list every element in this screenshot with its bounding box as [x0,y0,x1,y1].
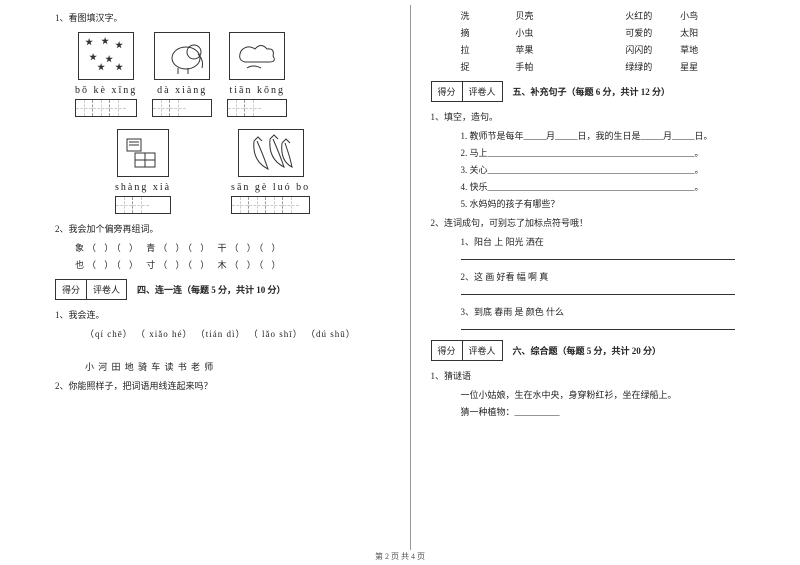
q1-title: 1、看图填汉字。 [55,11,390,24]
img-sky [229,32,285,80]
q2-title: 2、我会加个偏旁再组词。 [55,222,390,235]
fill-3[interactable]: 3. 关心___________________________________… [461,163,766,176]
page-footer: 第 2 页 共 4 页 [0,551,800,562]
pinyin-5: sān gè luó bo [231,182,310,193]
radical-2[interactable]: 也（ ）（ ） 寸（ ）（ ） 木（ ）（ ） [75,258,390,271]
grid-2[interactable] [152,99,212,117]
section-6-title: 六、综合题（每题 5 分，共计 20 分） [513,344,662,357]
pinyin-4: shàng xià [115,182,171,193]
pinyin-1: bō kè xīng [75,85,137,96]
img-stars [78,32,134,80]
score-label: 得分 [56,280,87,299]
pinyin-2: dà xiàng [152,85,212,96]
r-q1: 1、填空，造句。 [431,110,766,123]
pinyin-row: （qí chē） （ xiǎo hé） （tián dì） （ lǎo shī）… [85,327,390,340]
grid-1[interactable] [75,99,137,117]
fill-2[interactable]: 2. 马上___________________________________… [461,146,766,159]
r-q2: 2、连词成句，可别忘了加标点符号哦！ [431,216,766,229]
q3-title: 1、我会连。 [55,308,390,321]
words-row: 小 河 田 地 骑 车 读 书 老 师 [85,360,390,373]
img-updown [117,129,169,177]
score-box-6[interactable]: 得分 评卷人 [431,340,503,361]
radical-1[interactable]: 象（ ）（ ） 青（ ）（ ） 干（ ）（ ） [75,241,390,254]
grader-label: 评卷人 [87,280,126,299]
section-5-title: 五、补充句子（每题 6 分，共计 12 分） [513,85,671,98]
ans-line-1[interactable] [461,258,736,260]
ans-line-3[interactable] [461,328,736,330]
score-box-4[interactable]: 得分 评卷人 [55,279,127,300]
sent-2: 2、这 画 好看 幅 啊 真 [461,270,766,283]
riddle-2[interactable]: 猜一种植物：__________ [461,405,766,418]
fill-1[interactable]: 1. 教师节是每年_____月_____日，我的生日是_____月_____日。 [461,129,766,142]
sent-3: 3、到底 春雨 是 颜色 什么 [461,305,766,318]
pinyin-3: tiān kōng [227,85,287,96]
fill-5: 5. 水妈妈的孩子有哪些？ [461,197,766,210]
match-table[interactable]: 洗贝壳火红的小鸟 摘小虫可爱的太阳 拉苹果闪闪的草地 捉手帕绿绿的星星 [431,9,766,73]
img-carrot [238,129,304,177]
score-box-5[interactable]: 得分 评卷人 [431,81,503,102]
riddle-1: 一位小姑娘，生在水中央，身穿粉红衫，坐在绿船上。 [461,388,766,401]
grid-4[interactable] [115,196,171,214]
section-4-title: 四、连一连（每题 5 分，共计 10 分） [137,283,286,296]
grid-5[interactable] [231,196,310,214]
r-q3: 1、猜谜语 [431,369,766,382]
fill-4[interactable]: 4. 快乐___________________________________… [461,180,766,193]
img-elephant [154,32,210,80]
ans-line-2[interactable] [461,293,736,295]
q4-title: 2、你能照样子，把词语用线连起来吗？ [55,379,390,392]
sent-1: 1、阳台 上 阳光 洒在 [461,235,766,248]
grid-3[interactable] [227,99,287,117]
